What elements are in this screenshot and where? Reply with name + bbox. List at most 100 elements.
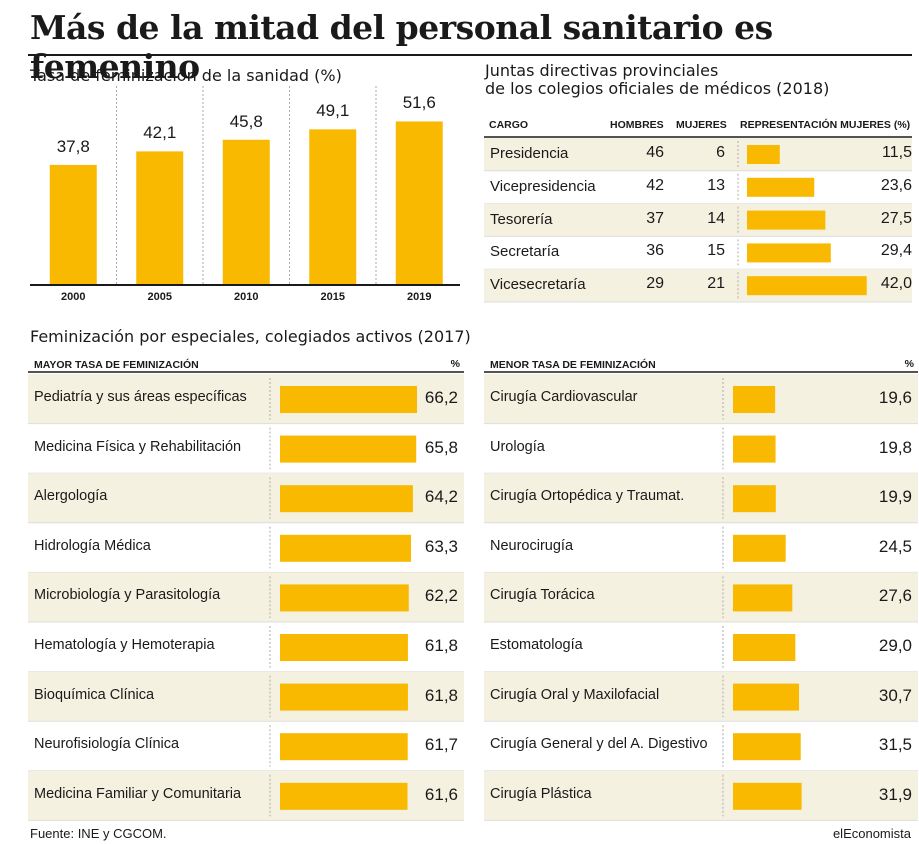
- table-cell-cargo: Presidencia: [490, 145, 569, 162]
- high-category-label: Medicina Familiar y Comunitaria: [34, 785, 242, 802]
- chart1-value-label: 45,8: [229, 111, 263, 131]
- low-category-label: Estomatología: [490, 637, 583, 653]
- low-bar: [733, 782, 802, 810]
- high-category-label: Neurofisiología Clínica: [34, 736, 180, 753]
- low-bar: [733, 584, 793, 612]
- low-bar: [733, 386, 776, 413]
- low-row-stripe: [484, 671, 918, 722]
- footer-brand: elEconomista: [832, 826, 911, 841]
- low-value-label: 27,6: [878, 586, 912, 606]
- table-cell-mujeres: 14: [707, 209, 725, 227]
- chart1-x-tick: 2010: [234, 291, 259, 303]
- high-category-label: Hidrología Médica: [34, 537, 151, 554]
- high-value-label: 65,8: [424, 437, 458, 457]
- low-row-stripe: [484, 473, 918, 523]
- footer-source: Fuente: INE y CGCOM.: [30, 826, 167, 841]
- chart3-title: Feminización por especiales, colegiados …: [30, 327, 471, 346]
- chart1-value-label: 49,1: [316, 101, 350, 121]
- high-value-label: 66,2: [424, 388, 458, 407]
- low-category-label: Neurocirugía: [490, 537, 574, 554]
- chart1-bar: [136, 151, 184, 284]
- table-bar: [747, 177, 815, 197]
- high-bar: [280, 534, 412, 562]
- table-cell-pct: 27,5: [880, 209, 912, 227]
- high-category-label: Bioquímica Clínica: [34, 686, 155, 703]
- table-col-header: HOMBRES: [610, 119, 664, 131]
- chart1-value-label: 42,1: [143, 123, 177, 143]
- low-value-label: 19,6: [878, 388, 912, 407]
- high-bar: [280, 782, 408, 810]
- low-unit: %: [904, 358, 914, 370]
- table-row-stripe: [484, 203, 912, 237]
- chart1-bar: [222, 139, 270, 284]
- low-value-label: 31,5: [878, 735, 912, 755]
- table-row-stripe: [484, 138, 912, 171]
- high-category-label: Alergología: [34, 488, 108, 505]
- table-cell-pct: 23,6: [880, 176, 912, 194]
- low-category-label: Cirugía Plástica: [490, 785, 592, 802]
- high-value-label: 61,7: [424, 735, 458, 755]
- high-bar: [280, 634, 408, 661]
- high-bar: [280, 733, 408, 761]
- low-bar: [733, 485, 776, 513]
- low-value-label: 24,5: [878, 536, 912, 556]
- table-cell-mujeres: 13: [707, 176, 725, 194]
- table-cell-pct: 29,4: [880, 242, 912, 260]
- low-bar: [733, 683, 800, 711]
- chart1-bar: [395, 121, 443, 285]
- chart1-x-tick: 2005: [147, 291, 172, 303]
- low-bar: [733, 634, 796, 661]
- high-value-label: 64,2: [424, 487, 458, 507]
- chart1-title: Tasa de feminización de la sanidad (%): [30, 66, 342, 85]
- table-cell-cargo: Secretaría: [490, 243, 560, 261]
- table-col-header: REPRESENTACIÓN MUJERES (%): [740, 119, 911, 131]
- low-category-label: Cirugía Cardiovascular: [490, 389, 638, 405]
- low-header: MENOR TASA DE FEMINIZACIÓN: [490, 359, 656, 371]
- low-bar: [733, 733, 801, 761]
- table-bar: [747, 243, 831, 263]
- chart1-bar: [49, 164, 97, 284]
- high-value-label: 61,8: [424, 685, 458, 705]
- low-category-label: Urología: [490, 438, 545, 455]
- low-row-stripe: [484, 374, 918, 424]
- low-value-label: 19,9: [878, 487, 912, 507]
- table-col-header: MUJERES: [676, 119, 727, 131]
- high-header: MAYOR TASA DE FEMINIZACIÓN: [34, 359, 199, 371]
- table-title: Juntas directivas provinciales de los co…: [485, 62, 829, 98]
- high-bar: [280, 683, 408, 711]
- chart1-bar: [309, 129, 357, 284]
- table-cell-pct: 11,5: [882, 144, 912, 161]
- table-cell-cargo: Tesorería: [490, 210, 553, 228]
- table-title-line-2: de los colegios oficiales de médicos (20…: [485, 79, 830, 98]
- high-bar: [280, 386, 418, 413]
- table-cell-hombres: 37: [646, 209, 664, 227]
- low-category-label: Cirugía Torácica: [490, 587, 595, 604]
- high-value-label: 61,6: [424, 784, 458, 804]
- chart1-x-tick: 2000: [61, 291, 86, 303]
- table-cell-mujeres: 15: [707, 242, 725, 260]
- low-row-stripe: [484, 770, 918, 821]
- table-cell-pct: 42,0: [880, 275, 912, 293]
- low-row-stripe: [484, 572, 918, 622]
- low-category-label: Cirugía General y del A. Digestivo: [490, 736, 708, 753]
- chart1-x-tick: 2019: [407, 291, 432, 303]
- high-value-label: 62,2: [424, 586, 458, 606]
- table-bar: [747, 276, 867, 296]
- page-title: Más de la mitad del personal sanitario e…: [30, 8, 773, 86]
- title-rule: [28, 54, 912, 56]
- table-cell-cargo: Vicepresidencia: [490, 177, 596, 195]
- low-value-label: 19,8: [878, 437, 912, 457]
- high-unit: %: [450, 358, 460, 370]
- chart1-value-label: 51,6: [402, 93, 436, 113]
- high-category-label: Hematología y Hemoterapia: [34, 637, 215, 653]
- table-bar: [747, 145, 780, 164]
- low-category-label: Cirugía Ortopédica y Traumat.: [490, 488, 685, 505]
- chart1-value-label: 37,8: [56, 136, 90, 156]
- table-col-header: CARGO: [489, 119, 529, 131]
- high-category-label: Medicina Física y Rehabilitación: [34, 438, 242, 455]
- low-bar: [733, 534, 786, 562]
- low-value-label: 31,9: [878, 784, 912, 804]
- table-cell-mujeres: 6: [716, 144, 725, 161]
- high-value-label: 63,3: [424, 536, 458, 556]
